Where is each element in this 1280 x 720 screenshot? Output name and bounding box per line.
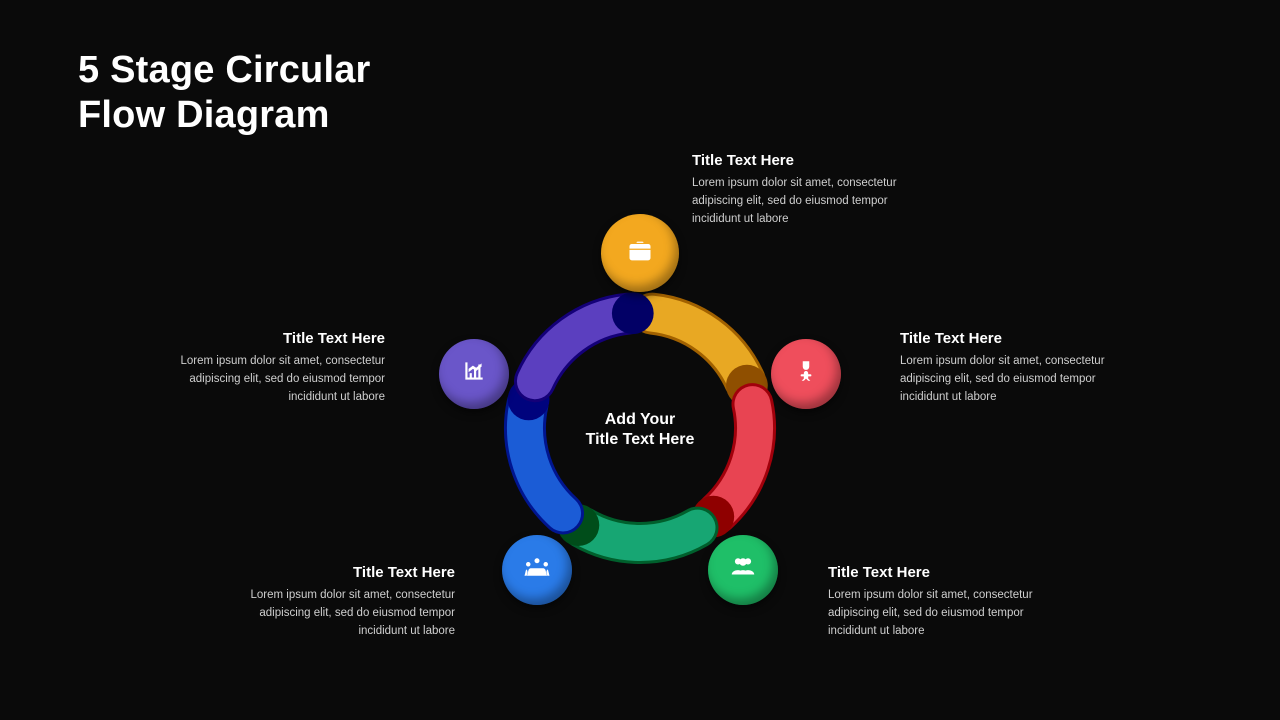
- meeting-icon-bubble: [502, 535, 572, 605]
- stage-block-meeting: Title Text Here Lorem ipsum dolor sit ame…: [225, 564, 455, 640]
- stage-block-chair: Title Text Here Lorem ipsum dolor sit ame…: [900, 330, 1130, 406]
- stage-desc-team: Lorem ipsum dolor sit amet, consectetur …: [828, 587, 1058, 640]
- center-title-line1: Add Your: [605, 411, 676, 428]
- stage-block-briefcase: Title Text Here Lorem ipsum dolor sit ame…: [692, 152, 922, 228]
- stage-title-growth: Title Text Here: [155, 330, 385, 347]
- growth-icon: [461, 358, 487, 389]
- stage-title-chair: Title Text Here: [900, 330, 1130, 347]
- slide-title: 5 Stage CircularFlow Diagram: [78, 48, 371, 138]
- ring-arc-meeting: [508, 379, 563, 514]
- stage-desc-briefcase: Lorem ipsum dolor sit amet, consectetur …: [692, 175, 922, 228]
- ring-arc-team: [557, 504, 697, 546]
- stage-block-team: Title Text Here Lorem ipsum dolor sit ame…: [828, 564, 1058, 640]
- briefcase-icon-bubble: [601, 214, 679, 292]
- stage-title-team: Title Text Here: [828, 564, 1058, 581]
- stage-title-briefcase: Title Text Here: [692, 152, 922, 169]
- chair-icon-bubble: [771, 339, 841, 409]
- center-title-line2: Title Text Here: [586, 431, 695, 448]
- team-icon-bubble: [708, 535, 778, 605]
- chair-icon: [793, 358, 819, 389]
- briefcase-icon: [626, 237, 654, 270]
- ring-arc-briefcase: [652, 314, 768, 407]
- slide-title-line1: 5 Stage CircularFlow Diagram: [78, 49, 371, 136]
- ring-arc-growth: [535, 292, 654, 381]
- center-title: Add Your Title Text Here: [560, 410, 720, 450]
- stage-title-meeting: Title Text Here: [225, 564, 455, 581]
- stage-desc-chair: Lorem ipsum dolor sit amet, consectetur …: [900, 353, 1130, 406]
- stage-desc-growth: Lorem ipsum dolor sit amet, consectetur …: [155, 353, 385, 406]
- team-icon: [728, 552, 758, 587]
- meeting-icon: [522, 552, 552, 587]
- growth-icon-bubble: [439, 339, 509, 409]
- stage-block-growth: Title Text Here Lorem ipsum dolor sit ame…: [155, 330, 385, 406]
- stage-desc-meeting: Lorem ipsum dolor sit amet, consectetur …: [225, 587, 455, 640]
